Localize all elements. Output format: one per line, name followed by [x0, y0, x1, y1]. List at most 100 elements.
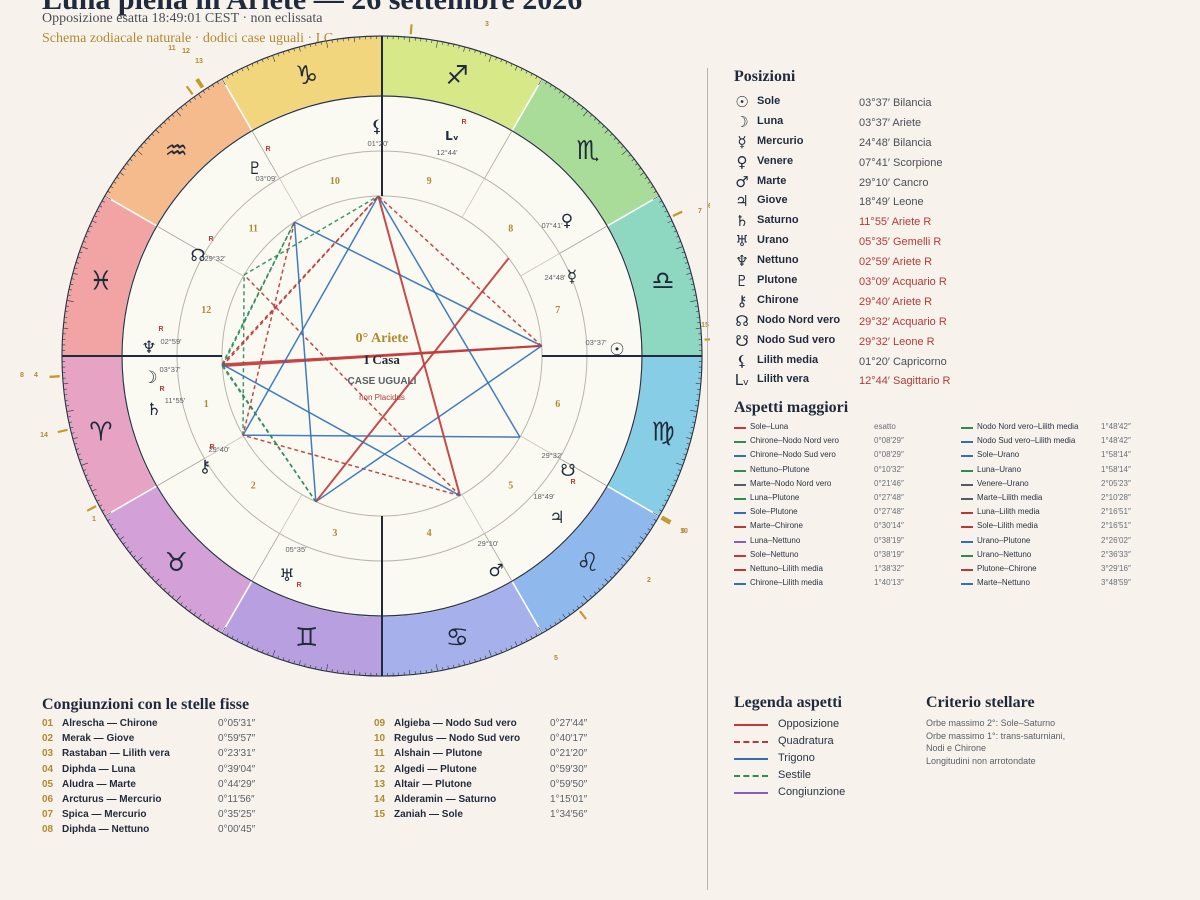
degree-tick — [119, 536, 125, 540]
aspect-line-trigono — [242, 434, 520, 438]
degree-tick — [549, 84, 552, 88]
degree-tick — [538, 78, 543, 86]
degree-tick — [159, 125, 163, 129]
degree-tick — [66, 410, 74, 412]
degree-tick — [576, 103, 580, 107]
star-row: 05 Aludra — Marte 0°44′29″ — [42, 779, 342, 794]
degree-tick — [293, 660, 295, 664]
degree-tick — [535, 75, 538, 79]
aspect-orb: 0°27′48″ — [874, 507, 904, 517]
legend-label: Sestile — [778, 769, 812, 781]
criteria-line: Longitudini non arrotondate — [926, 755, 1036, 766]
criteria-line: Orbe massimo 2°: Sole–Saturno — [926, 718, 1056, 728]
aspect-row: Urano–Plutone 2°26′02″ — [961, 536, 1191, 550]
degree-tick — [87, 230, 91, 233]
stars-column-2: 09 Algieba — Nodo Sud vero 0°27′44″ 10 Regul… — [374, 718, 674, 824]
degree-tick — [572, 608, 575, 612]
planet-name: Sole — [757, 95, 781, 107]
degree-tick — [621, 563, 624, 567]
aspect-row: Marte–Nodo Nord vero 0°21′46″ — [734, 479, 964, 493]
aspect-orb: 0°27′48″ — [874, 492, 904, 502]
planet-position: 24°48′ Bilancia — [859, 136, 932, 149]
degree-tick — [212, 624, 215, 628]
degree-tick — [597, 121, 601, 125]
degree-tick — [686, 272, 692, 275]
degree-tick — [116, 533, 120, 536]
aspect-orb: 0°21′46″ — [874, 478, 904, 488]
degree-tick — [436, 664, 438, 672]
house-cusp-inner — [204, 253, 244, 277]
planet-symbol-icon: ⚸ — [736, 351, 748, 370]
degree-tick — [104, 195, 112, 200]
legend-item-sestile: Sestile — [734, 768, 884, 785]
star-conjunction: Diphda — Nettuno — [62, 824, 150, 836]
planet-glyph-nettuno: ♆ — [141, 338, 156, 358]
aspect-row: Plutone–Chirone 3°29′16″ — [961, 564, 1191, 578]
aspect-row: Urano–Nettuno 2°36′33″ — [961, 550, 1191, 564]
house-cusp-inner — [461, 178, 485, 218]
planet-glyph-venere: ♀ — [561, 211, 573, 231]
house-cusp-inner — [520, 435, 560, 459]
aspect-line-opposizione — [377, 195, 461, 496]
aspect-row: Chirone–Lilith media 1°40′13″ — [734, 578, 964, 592]
degree-tick — [631, 158, 635, 162]
position-row: Lᵥ Lilith vera 12°44′ Sagittario R — [733, 371, 1033, 391]
degree-tick — [634, 546, 638, 549]
aspect-line-swatch — [961, 568, 973, 571]
planet-degree-venere: 07°41' — [541, 221, 563, 230]
degree-tick — [72, 272, 78, 275]
planet-degree-giove: 18°49' — [533, 492, 555, 501]
legend-label: Trigono — [778, 752, 815, 764]
star-tick-label: 8 — [20, 372, 24, 379]
aspect-line-quadratura — [242, 434, 461, 497]
degree-tick — [133, 555, 136, 558]
house-number: 8 — [508, 223, 513, 234]
degree-tick — [671, 484, 675, 487]
legend-line-swatch — [734, 775, 768, 777]
panel-divider — [707, 68, 708, 890]
degree-tick — [676, 246, 683, 250]
degree-tick — [447, 42, 449, 46]
star-row: 02 Merak — Giove 0°59′57″ — [42, 733, 342, 748]
star-tick-label: 6 — [708, 203, 710, 210]
positions-list: ☉ Sole 03°37′ Bilancia ☽ Luna 03°37′ Ariete ☿ M… — [733, 93, 1033, 391]
degree-tick — [693, 294, 697, 296]
degree-tick — [167, 591, 171, 595]
degree-tick — [675, 474, 679, 477]
star-orb: 0°11′56″ — [218, 793, 255, 805]
aspect-row: Sole–Lilith media 2°16′51″ — [961, 521, 1191, 535]
star-number: 11 — [374, 748, 385, 760]
house-number: 7 — [555, 305, 560, 316]
aspect-name: Marte–Nettuno — [977, 578, 1030, 588]
degree-tick — [226, 75, 229, 79]
retrograde-marker: R — [461, 119, 466, 126]
sign-glyph-capricorno: ♑ — [295, 61, 318, 91]
aspect-line-swatch — [961, 554, 973, 557]
planet-degree-chirone: 29°40' — [208, 445, 230, 454]
planet-position: 12°44′ Sagittario R — [859, 375, 951, 388]
degree-tick — [559, 90, 562, 94]
house-number: 6 — [555, 399, 560, 410]
aspect-row: Nettuno–Lilith media 1°38′32″ — [734, 564, 964, 578]
aspect-line-sestile — [221, 221, 296, 365]
star-number: 04 — [42, 763, 54, 775]
star-tick-label: 4 — [34, 372, 38, 379]
star-tick-label: 13 — [195, 58, 203, 65]
legend-line-swatch — [734, 758, 768, 760]
degree-tick — [89, 225, 93, 228]
house-number: 11 — [249, 223, 258, 234]
degree-tick — [690, 283, 694, 285]
legend-line-swatch — [734, 741, 768, 743]
star-tick — [579, 610, 587, 620]
aspect-line-sestile — [221, 221, 296, 367]
aspect-name: Luna–Lilith media — [977, 507, 1040, 517]
position-row: ♂ Marte 29°10′ Cancro — [733, 173, 1033, 193]
degree-tick — [677, 241, 681, 243]
retrograde-marker: R — [265, 146, 270, 153]
degree-tick — [74, 267, 78, 269]
planet-position: 01°20′ Capricorno — [859, 355, 947, 368]
aspect-line-opposizione — [222, 344, 542, 366]
positions-heading: Posizioni — [734, 68, 796, 85]
degree-tick — [686, 437, 692, 440]
degree-tick — [589, 114, 593, 117]
